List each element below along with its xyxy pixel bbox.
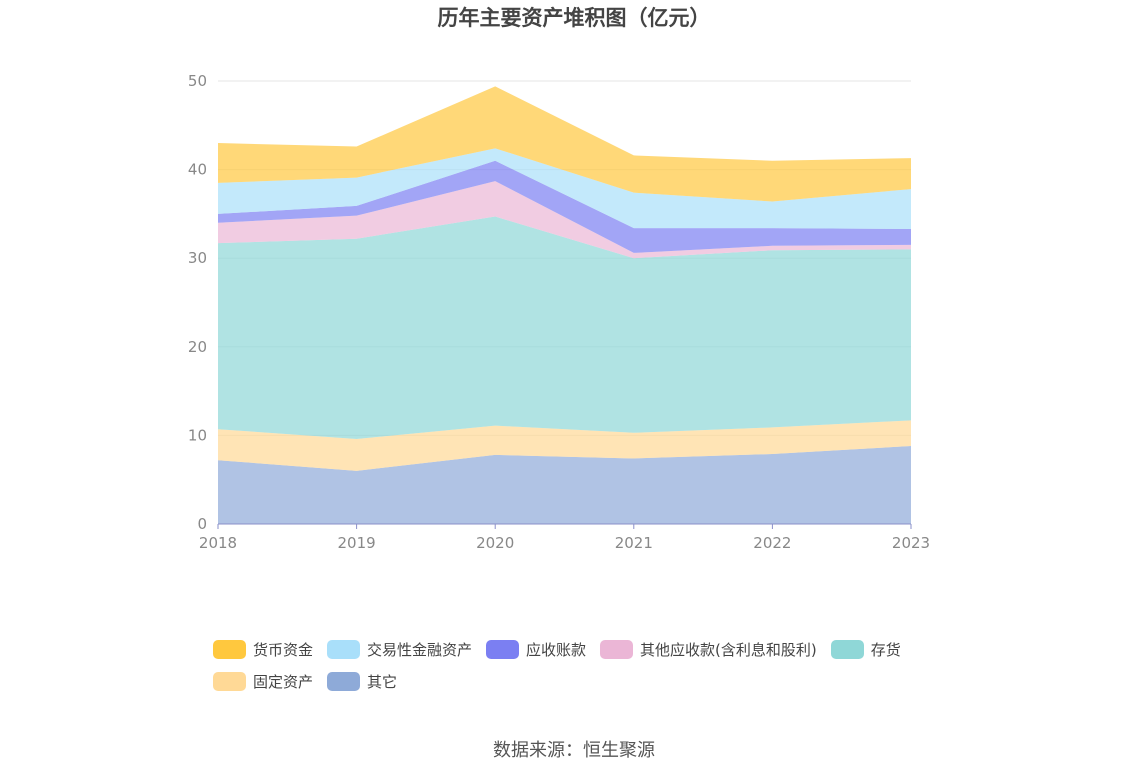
legend-swatch xyxy=(327,671,361,691)
legend-label: 固定资产 xyxy=(253,672,314,691)
legend-label: 存货 xyxy=(870,640,901,659)
axes: 0 10 20 30 40 50 2018 2019 2020 2021 2022 2023 xyxy=(188,72,930,552)
area-5[interactable] xyxy=(218,148,911,229)
area-series xyxy=(218,86,911,524)
y-tick-label: 10 xyxy=(188,426,207,444)
legend-item[interactable]: 固定资产 xyxy=(213,670,313,692)
data-source-note: 数据来源：恒生聚源 xyxy=(493,740,655,761)
area-2[interactable] xyxy=(218,216,911,439)
x-tick-label: 2022 xyxy=(753,534,791,552)
x-tick-label: 2023 xyxy=(892,534,930,552)
legend-item[interactable]: 交易性金融资产 xyxy=(327,638,472,660)
y-tick-label: 40 xyxy=(188,161,207,179)
legend-item[interactable]: 货币资金 xyxy=(213,638,313,660)
area-3[interactable] xyxy=(218,181,911,259)
x-tick-label: 2019 xyxy=(338,534,376,552)
area-6[interactable] xyxy=(218,86,911,202)
stacked-area-chart: 0 10 20 30 40 50 2018 2019 2020 2021 2022 2023 xyxy=(188,72,930,552)
x-tick-label: 2018 xyxy=(199,534,237,552)
x-tick-label: 2021 xyxy=(615,534,653,552)
area-0[interactable] xyxy=(218,446,911,524)
y-tick-label: 20 xyxy=(188,338,207,356)
legend-swatch xyxy=(600,639,634,659)
y-tick-label: 0 xyxy=(197,515,207,533)
legend-swatch xyxy=(213,671,246,691)
chart-title: 历年主要资产堆积图（亿元） xyxy=(437,6,711,30)
legend-label: 其他应收款(含利息和股利) xyxy=(640,640,817,659)
legend-item[interactable]: 应收账款 xyxy=(486,638,586,660)
legend: 货币资金 交易性金融资产 应收账款 其他应收款(含利息和股利) 存货固定资产 其它 xyxy=(213,638,973,702)
y-tick-label: 50 xyxy=(188,72,207,90)
legend-item[interactable]: 存货 xyxy=(830,638,901,660)
area-4[interactable] xyxy=(218,160,911,253)
legend-item[interactable]: 其它 xyxy=(327,670,397,692)
legend-swatch xyxy=(327,639,361,659)
y-tick-label: 30 xyxy=(188,249,207,267)
legend-swatch xyxy=(830,639,864,659)
legend-label: 交易性金融资产 xyxy=(367,640,473,659)
legend-label: 其它 xyxy=(367,672,398,691)
legend-label: 货币资金 xyxy=(253,640,314,659)
legend-swatch xyxy=(486,639,520,659)
x-tick-label: 2020 xyxy=(476,534,514,552)
legend-item[interactable]: 其他应收款(含利息和股利) xyxy=(600,638,817,660)
legend-swatch xyxy=(213,639,246,659)
legend-label: 应收账款 xyxy=(526,640,587,659)
area-1[interactable] xyxy=(218,420,911,471)
